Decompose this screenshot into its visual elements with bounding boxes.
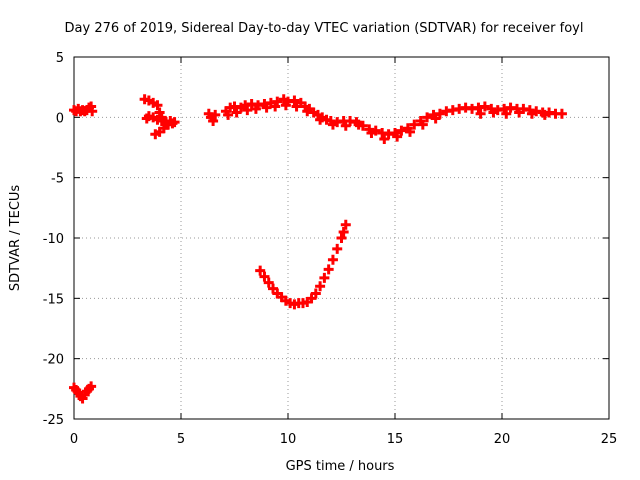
x-tick-label: 15: [387, 432, 404, 447]
data-point: [514, 107, 525, 118]
data-point: [87, 106, 98, 117]
data-point: [327, 119, 338, 130]
x-tick-label: 10: [280, 432, 297, 447]
data-point: [319, 272, 330, 283]
axis-ticks: 0 5 10 15 20 25 5 0 -5 -10 -15 -20 -25: [43, 51, 618, 447]
y-tick-label: -25: [43, 413, 64, 428]
series-early: [69, 101, 98, 117]
x-tick-label: 0: [70, 432, 78, 447]
data-point: [332, 243, 343, 254]
data-point: [353, 119, 364, 130]
series-main: [220, 94, 567, 145]
data-point: [263, 277, 274, 288]
data-point: [422, 112, 433, 123]
data-point: [430, 113, 441, 124]
y-tick-label: -15: [43, 292, 64, 307]
data-point: [242, 105, 253, 116]
data-point: [488, 107, 499, 118]
x-tick-label: 5: [177, 432, 185, 447]
data-point: [163, 119, 174, 130]
data-point: [526, 108, 537, 119]
gridlines: [74, 57, 609, 419]
data-point: [250, 103, 261, 114]
series-negative-start: [69, 381, 97, 404]
y-tick-label: 5: [56, 51, 64, 66]
x-axis-label: GPS time / hours: [286, 459, 395, 474]
data-point: [152, 100, 163, 111]
data-point: [338, 226, 349, 237]
y-axis-label: SDTVAR / TECUs: [8, 185, 23, 292]
data-point: [340, 219, 351, 230]
data-point: [141, 113, 152, 124]
data-point: [479, 101, 490, 112]
y-tick-label: -20: [43, 353, 64, 368]
data-point: [501, 108, 512, 119]
data-point: [255, 265, 266, 276]
data-point: [223, 109, 234, 120]
data-point: [539, 109, 550, 120]
data-point: [379, 134, 390, 145]
data-point: [340, 120, 351, 131]
data-point: [302, 106, 313, 117]
data-point: [417, 119, 428, 130]
y-tick-label: 0: [56, 111, 64, 126]
data-point: [280, 100, 291, 111]
data-point: [291, 101, 302, 112]
data-point: [315, 114, 326, 125]
data-point: [409, 119, 420, 130]
data-point: [404, 126, 415, 137]
data-point: [150, 129, 161, 140]
series-arc: [255, 219, 351, 310]
data-point: [231, 107, 242, 118]
data-point: [327, 254, 338, 265]
data-point: [259, 271, 270, 282]
data-point: [556, 108, 567, 119]
data-point: [208, 115, 219, 126]
data-point: [289, 95, 300, 106]
data-point: [323, 264, 334, 275]
data-point: [396, 125, 407, 136]
data-point: [475, 108, 486, 119]
x-tick-label: 25: [601, 432, 618, 447]
data-marks: [69, 94, 567, 404]
y-tick-label: -10: [43, 232, 64, 247]
x-tick-label: 20: [494, 432, 511, 447]
series-pass-3h: [139, 94, 180, 140]
data-point: [315, 281, 326, 292]
data-point: [336, 233, 347, 243]
data-point: [310, 288, 321, 299]
chart-title: Day 276 of 2019, Sidereal Day-to-day VTE…: [65, 21, 584, 36]
series-pass-6h: [203, 108, 221, 126]
data-point: [169, 117, 180, 128]
data-point: [366, 128, 377, 139]
y-tick-label: -5: [51, 172, 64, 187]
data-point: [86, 381, 97, 392]
data-point: [270, 101, 281, 112]
data-point: [210, 109, 221, 120]
data-point: [392, 131, 403, 142]
data-point: [261, 102, 272, 113]
